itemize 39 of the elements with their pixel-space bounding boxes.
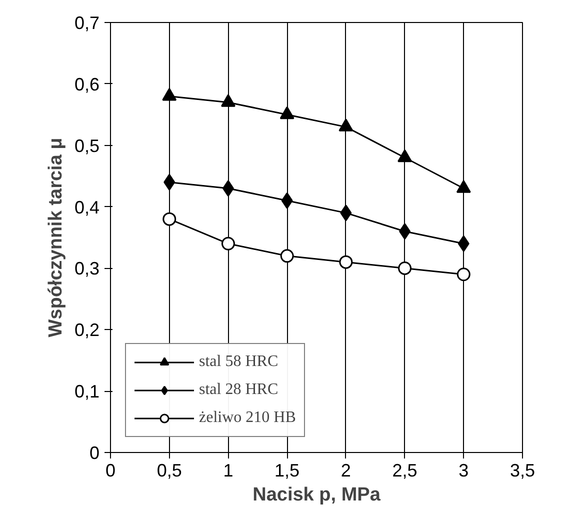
point	[222, 180, 234, 197]
x-tick-label: 3	[458, 460, 469, 480]
x-axis-title: Nacisk p, MPa	[252, 484, 381, 506]
y-tick-label: 0,7	[74, 13, 100, 33]
point	[281, 192, 293, 209]
y-tick-label: 0,2	[74, 320, 100, 340]
x-tick-label: 0	[105, 460, 116, 480]
point	[398, 149, 412, 162]
point	[164, 174, 176, 190]
point	[458, 235, 470, 252]
x-tick-label: 1	[223, 460, 234, 480]
point	[221, 236, 235, 250]
x-tick-label: 2,5	[392, 460, 418, 480]
point	[340, 204, 352, 222]
x-tick-label: 1,5	[274, 460, 300, 480]
y-tick-label: 0,6	[74, 74, 100, 94]
x-tick-label: 3,5	[510, 460, 536, 480]
point	[162, 88, 177, 101]
y-tick-label: 0,3	[74, 258, 100, 279]
point	[338, 118, 354, 132]
point	[398, 261, 412, 275]
y-tick-label: 0,5	[74, 136, 100, 156]
y-tick-label: 0,4	[74, 197, 100, 218]
point	[399, 223, 411, 240]
point	[456, 180, 471, 193]
point	[280, 106, 294, 120]
legend-label: żeliwo 210 HB	[199, 409, 296, 427]
legend-label: stal 58 HRC	[199, 353, 278, 371]
x-tick-label: 2	[340, 460, 351, 480]
x-tick-label: 0,5	[156, 460, 182, 480]
y-axis-title: Współczynnik tarcia μ	[45, 138, 66, 338]
y-tick-label: 0,1	[74, 382, 100, 402]
y-tick-label: 0	[89, 443, 100, 463]
point	[339, 255, 353, 269]
legend-label: stal 28 HRC	[199, 381, 278, 399]
point	[456, 268, 470, 282]
point	[280, 249, 294, 263]
point	[220, 94, 236, 107]
point	[162, 212, 176, 226]
